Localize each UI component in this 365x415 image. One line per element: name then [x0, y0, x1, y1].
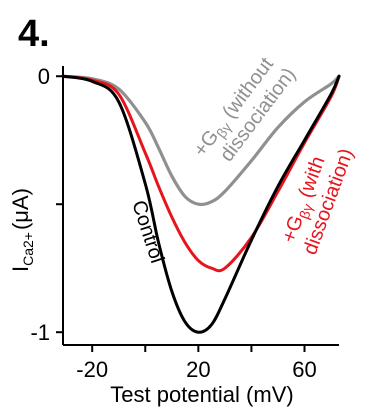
y-tick-labels: 0 -1: [30, 64, 50, 345]
annotation-control: Control: [127, 198, 168, 266]
x-tick-label: 60: [292, 357, 316, 382]
series-line-with-dissociation: [61, 74, 341, 273]
axes: [56, 66, 339, 352]
y-axis-title-sub: Ca2+: [20, 232, 36, 266]
x-tick-labels: -20 20 60: [76, 357, 316, 382]
y-axis-title-main: I: [8, 266, 33, 272]
x-tick-label: -20: [76, 357, 108, 382]
y-axis-title-unit: (μA): [8, 188, 33, 230]
y-axis-title: ICa2+ (μA): [8, 188, 36, 272]
plot-lines: [61, 74, 341, 334]
annotation-with-sub: βγ: [296, 202, 316, 222]
series-line-control: [61, 74, 341, 334]
annotation-without-dissociation: +Gβγ (without dissociation): [189, 49, 300, 175]
y-tick-label: -1: [30, 320, 50, 345]
x-axis-title: Test potential (mV): [110, 382, 293, 407]
y-tick-label: 0: [38, 64, 50, 89]
series-line-without-dissociation: [61, 74, 341, 207]
panel-label: 4.: [18, 13, 50, 55]
x-tick-label: 20: [186, 357, 210, 382]
annotation-with-dissociation: +Gβγ (with dissociation): [277, 137, 358, 257]
